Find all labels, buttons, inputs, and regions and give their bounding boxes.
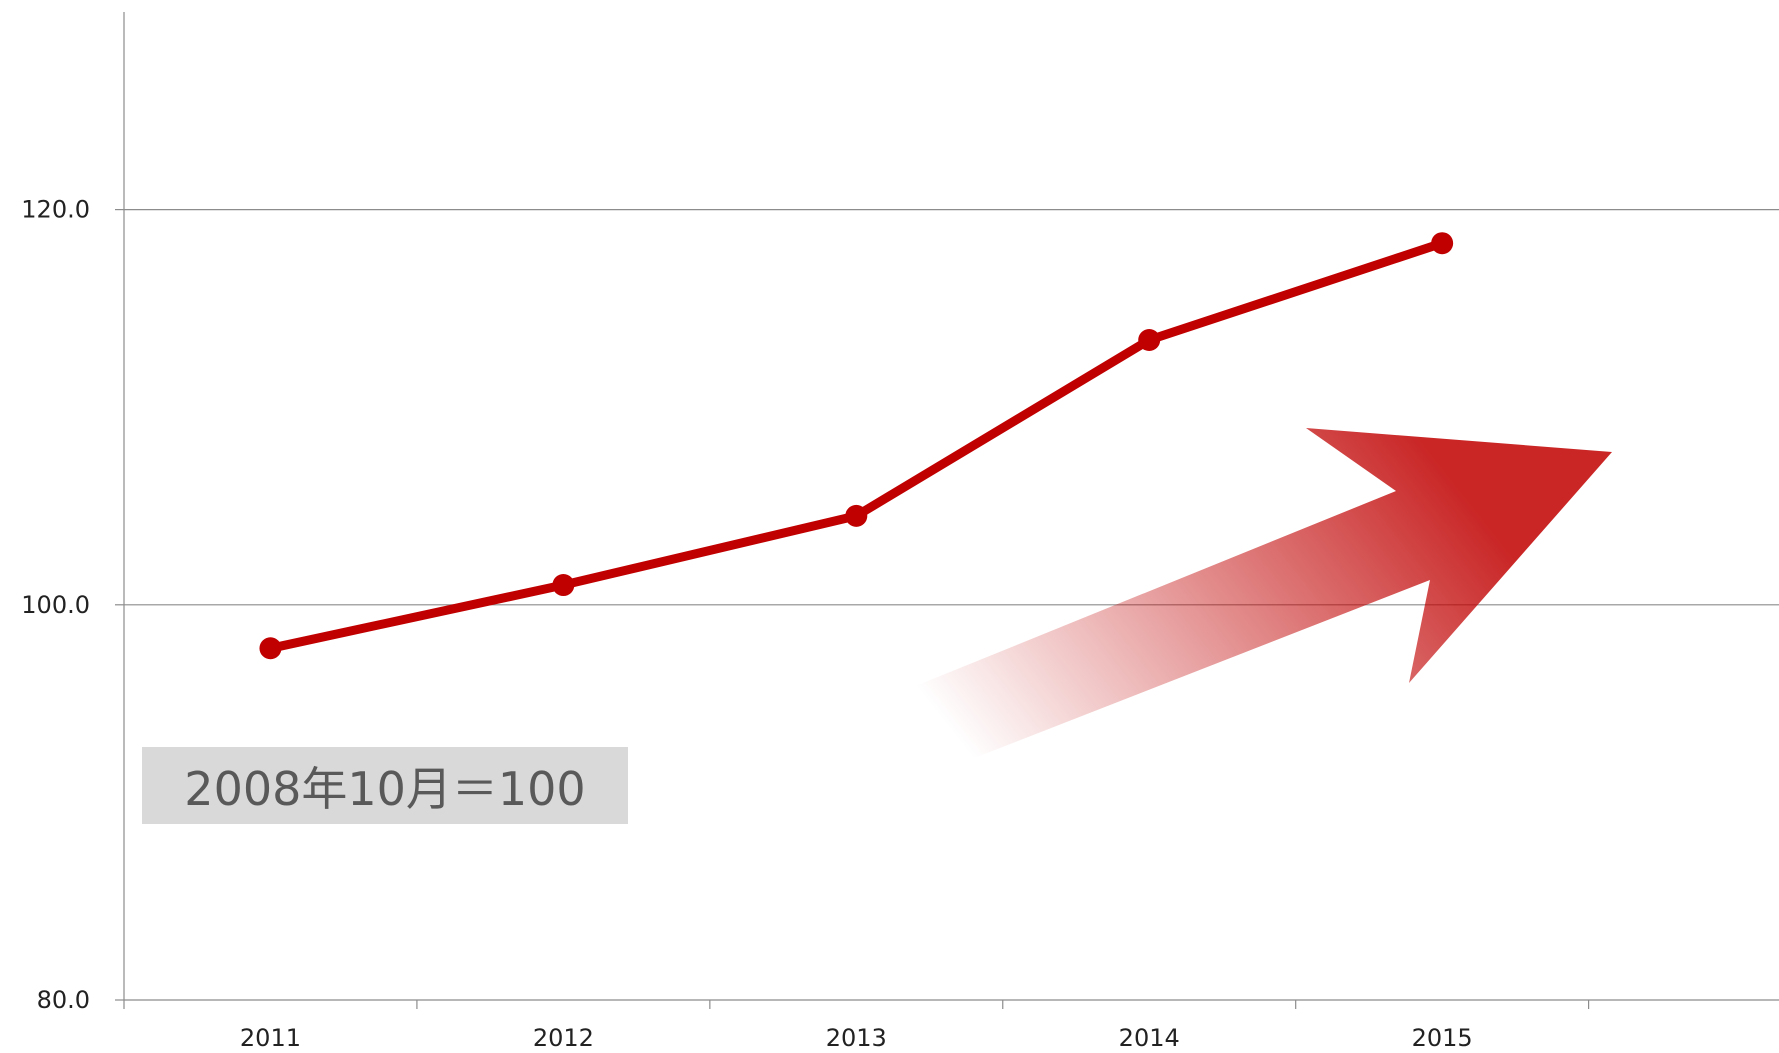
index-base-note: 2008年10月＝100	[142, 747, 628, 824]
axes: 80.0 100.0 120.0 2011 2012 2013 2014 2015	[21, 12, 1779, 1052]
data-point-2014	[1138, 329, 1161, 352]
data-point-2012	[552, 574, 575, 597]
x-tick-label: 2014	[1119, 1024, 1180, 1052]
trend-arrow	[886, 428, 1612, 780]
x-tick-label: 2015	[1412, 1024, 1473, 1052]
data-point-2013	[845, 504, 868, 527]
data-point-2015	[1431, 232, 1454, 255]
x-tick-label: 2011	[240, 1024, 301, 1052]
data-point-2011	[259, 637, 282, 660]
y-tick-label: 120.0	[21, 196, 90, 224]
x-tick-label: 2013	[826, 1024, 887, 1052]
y-tick-label: 100.0	[21, 591, 90, 619]
series-line	[259, 232, 1454, 660]
y-tick-label: 80.0	[37, 986, 90, 1014]
gridlines	[124, 209, 1779, 606]
x-tick-label: 2012	[533, 1024, 594, 1052]
